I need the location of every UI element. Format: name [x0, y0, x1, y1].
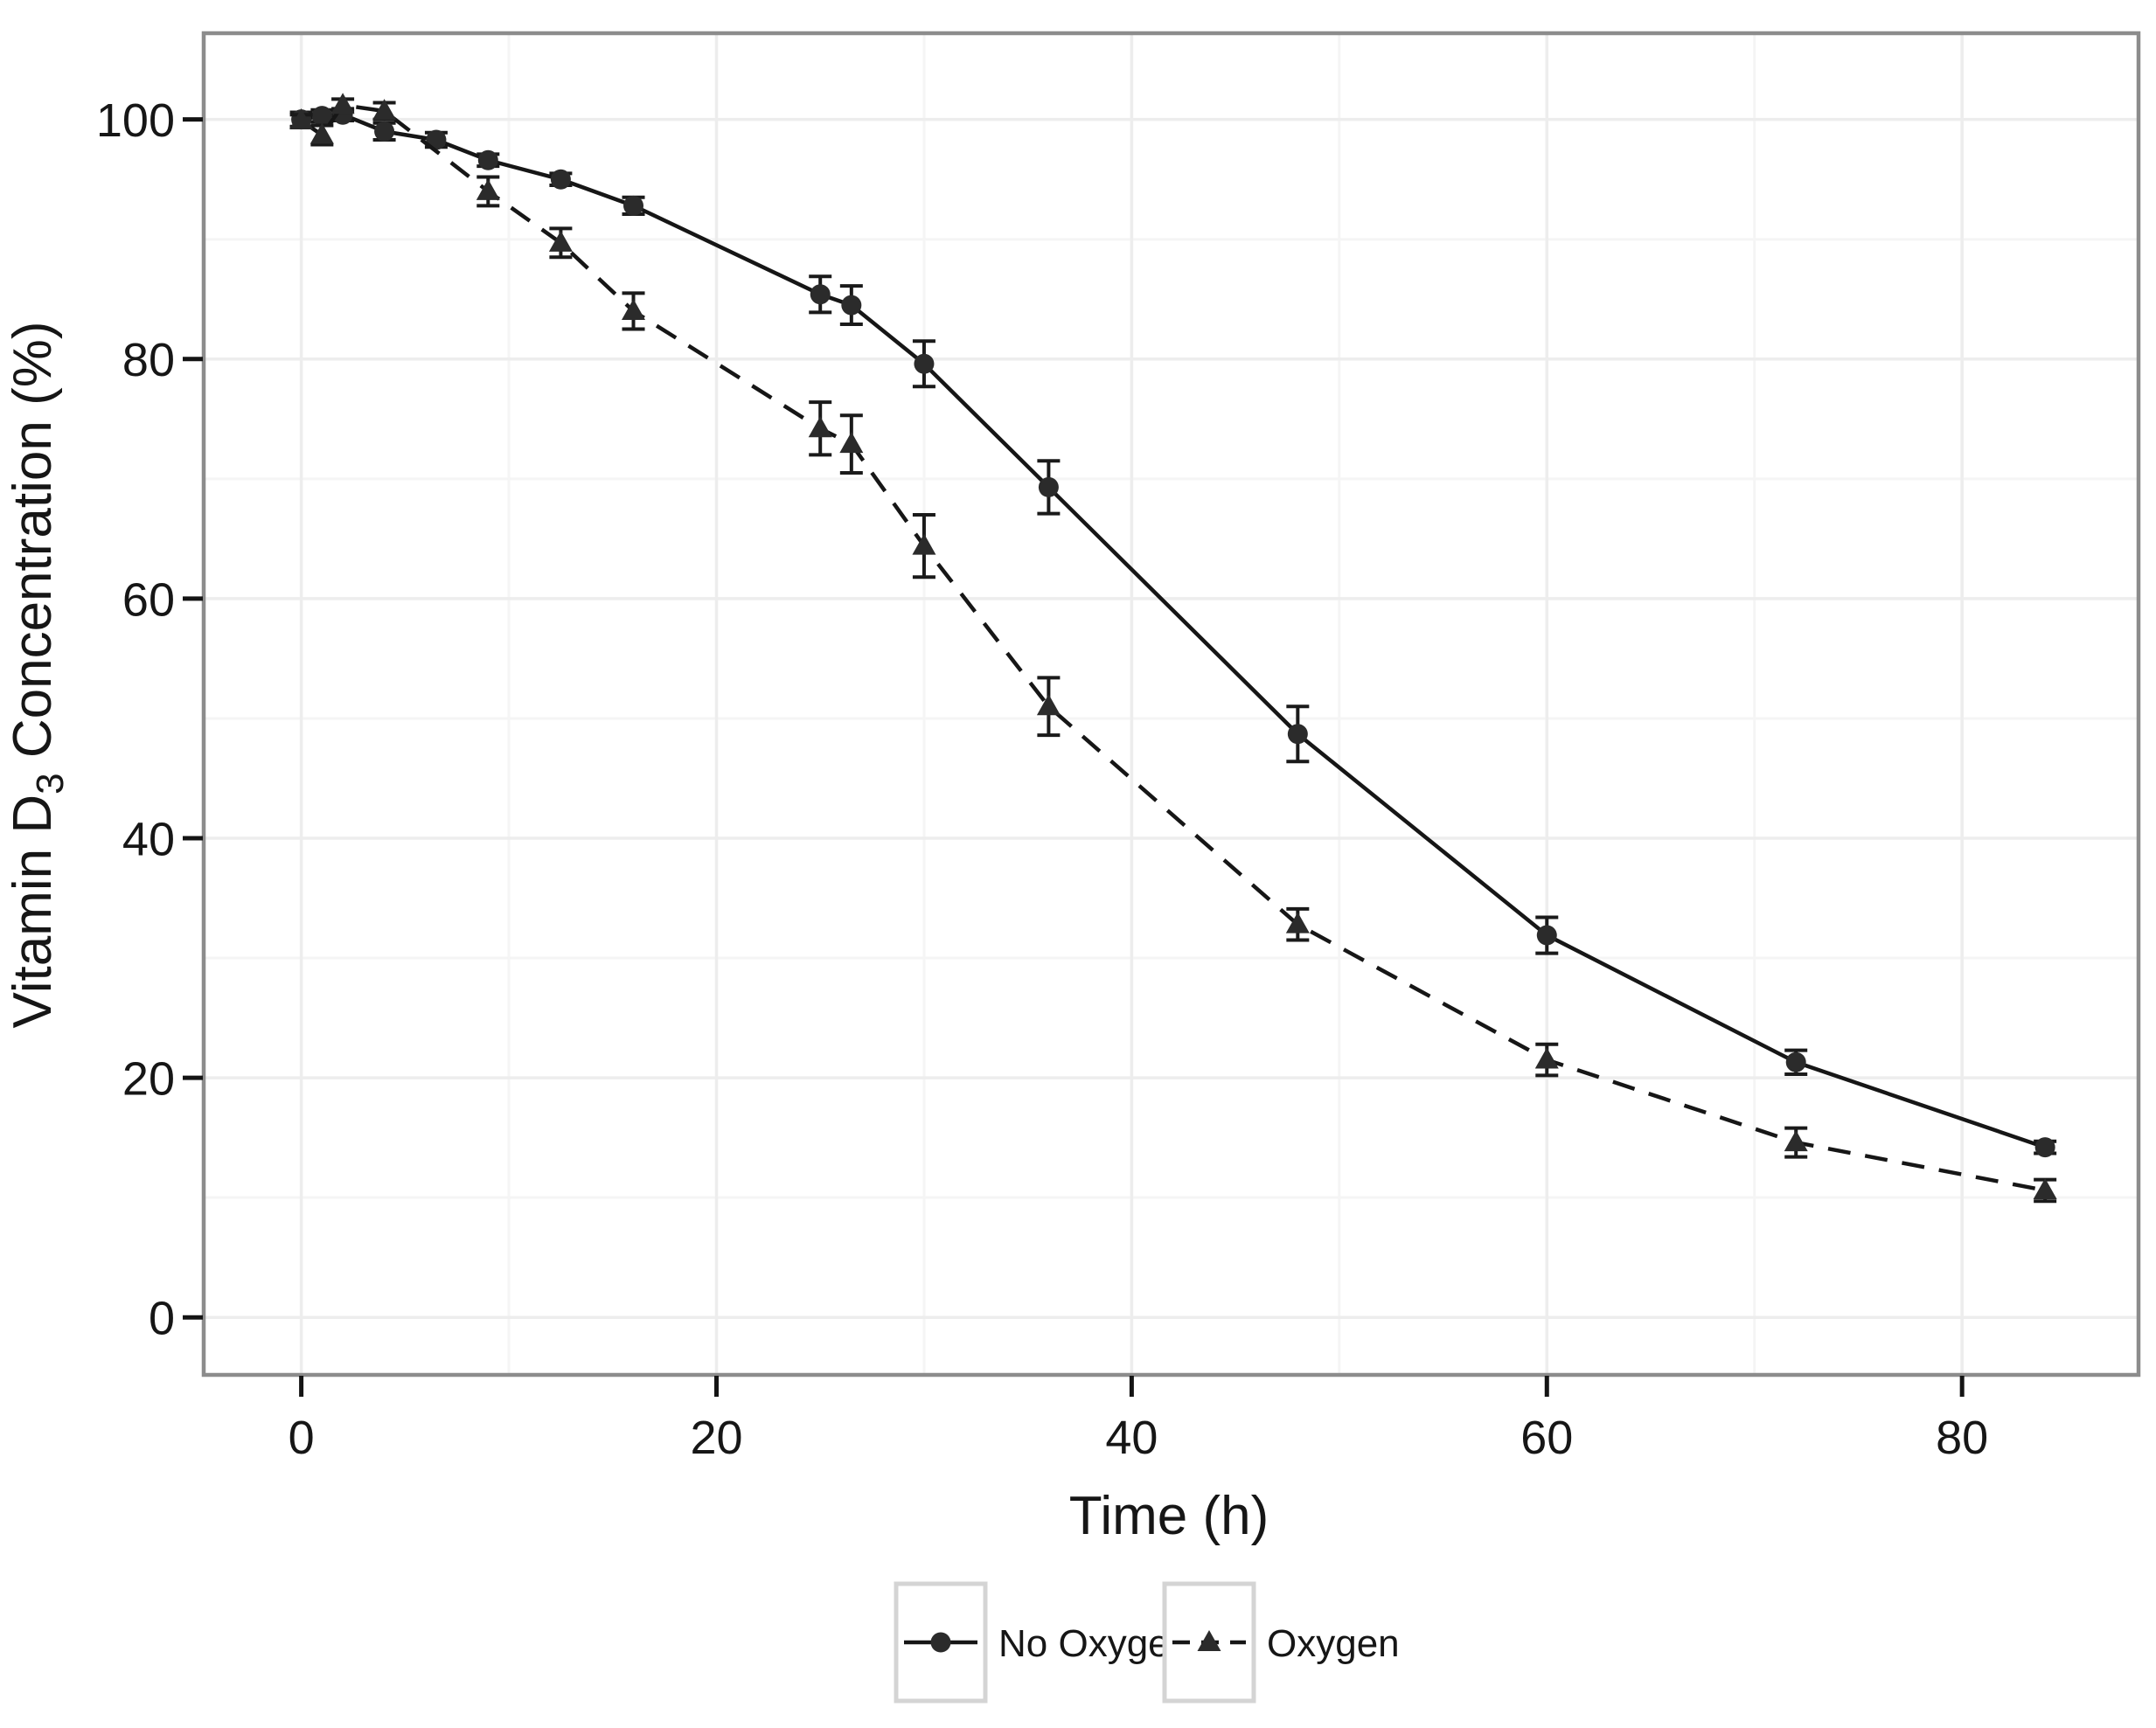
- legend-label: No Oxygen: [998, 1622, 1191, 1665]
- data-point-circle: [1287, 724, 1308, 745]
- x-tick-label: 80: [1936, 1412, 1988, 1464]
- plot-panel: [204, 33, 2139, 1375]
- data-point-circle: [914, 353, 935, 374]
- data-point-triangle: [372, 99, 397, 121]
- data-point-triangle: [1036, 694, 1061, 716]
- legend: No Oxygen Oxygen: [894, 1581, 1400, 1704]
- data-point-circle: [810, 284, 831, 305]
- x-tick-label: 40: [1105, 1412, 1158, 1464]
- legend-key-triangle: [1197, 1630, 1221, 1651]
- data-point-triangle: [1534, 1047, 1559, 1069]
- data-point-triangle: [2033, 1177, 2057, 1199]
- y-axis-title-pre: Vitamin D: [3, 795, 63, 1029]
- axes: 0 20 40 60 80 0 20 40 60 80 100: [96, 94, 1988, 1464]
- x-axis-title: Time (h): [1069, 1486, 1269, 1546]
- series-oxygen: [289, 93, 2057, 1204]
- data-point-circle: [550, 169, 571, 190]
- data-point-circle: [841, 295, 862, 316]
- data-point-triangle: [839, 432, 864, 454]
- data-point-triangle: [289, 108, 314, 130]
- data-point-circle: [1038, 476, 1059, 497]
- series-no-oxygen: [289, 104, 2057, 1158]
- y-tick-label: 100: [96, 94, 175, 147]
- data-point-triangle: [330, 93, 355, 115]
- data-point-circle: [311, 106, 332, 127]
- data-point-triangle: [622, 298, 646, 320]
- x-tick-label: 60: [1520, 1412, 1573, 1464]
- data-point-triangle: [808, 416, 832, 438]
- x-tick-label: 20: [690, 1412, 742, 1464]
- legend-key-circle: [930, 1632, 951, 1653]
- legend-label: Oxygen: [1267, 1622, 1400, 1665]
- x-tick-label: 0: [289, 1412, 315, 1464]
- y-axis-title-subscript: 3: [29, 773, 72, 794]
- data-point-triangle: [476, 178, 500, 200]
- data-point-triangle: [548, 230, 573, 252]
- data-point-circle: [1785, 1051, 1806, 1072]
- y-axis-title-post: Concentration (%): [3, 322, 63, 774]
- data-point-triangle: [1285, 912, 1310, 933]
- data-point-triangle: [912, 533, 936, 555]
- gridlines: [201, 31, 2141, 1378]
- data-point-triangle: [1784, 1130, 1808, 1152]
- y-tick-label: 40: [122, 813, 175, 865]
- data-point-circle: [623, 195, 644, 216]
- data-point-triangle: [309, 122, 334, 144]
- data-point-circle: [374, 121, 395, 142]
- data-point-circle: [2034, 1137, 2055, 1158]
- panel-border: [201, 31, 2141, 1378]
- legend-item-oxygen: Oxygen: [1162, 1581, 1400, 1704]
- y-tick-label: 20: [122, 1053, 175, 1106]
- legend-item-no-oxygen: No Oxygen: [894, 1581, 1191, 1704]
- y-tick-label: 60: [122, 573, 175, 626]
- series-line-solid: [301, 112, 2046, 1149]
- data-series: [289, 93, 2057, 1204]
- y-tick-label: 80: [122, 334, 175, 386]
- y-tick-label: 0: [149, 1293, 175, 1345]
- data-point-circle: [1536, 925, 1557, 946]
- data-point-circle: [477, 149, 498, 170]
- y-axis-title: Vitamin D3 Concentration (%): [3, 322, 72, 1029]
